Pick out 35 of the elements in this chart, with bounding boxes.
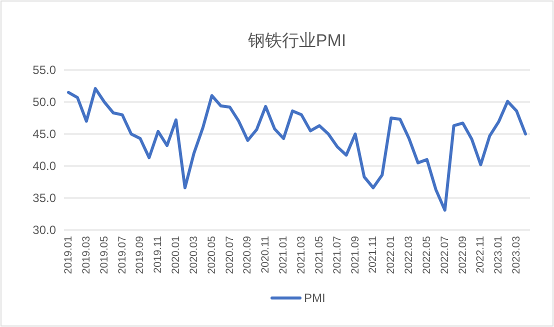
- x-tick-label: 2020.09: [242, 236, 254, 274]
- x-tick-label: 2022.11: [474, 236, 487, 274]
- x-tick-label: 2020.05: [206, 236, 218, 274]
- y-tick-label: 55.0: [32, 63, 56, 77]
- x-tick-label: 2022.03: [403, 236, 416, 274]
- x-tick-label: 2020.01: [170, 236, 182, 274]
- x-tick-label: 2022.05: [420, 236, 433, 274]
- x-tick-label: 2021.01: [278, 236, 290, 274]
- legend-label: PMI: [304, 291, 326, 305]
- x-tick-label: 2023.01: [492, 236, 505, 274]
- x-tick-label: 2023.03: [510, 236, 523, 274]
- x-tick-label: 2021.05: [313, 236, 326, 274]
- x-tick-label: 2022.01: [385, 236, 398, 274]
- x-tick-label: 2021.07: [331, 236, 344, 274]
- x-tick-label: 2021.11: [367, 236, 380, 274]
- y-tick-label: 50.0: [32, 95, 56, 109]
- y-tick-label: 40.0: [32, 159, 56, 173]
- x-tick-label: 2020.07: [224, 236, 236, 274]
- x-tick-label: 2019.11: [152, 236, 164, 274]
- chart-title: 钢铁行业PMI: [246, 31, 346, 50]
- x-tick-label: 2019.07: [116, 236, 128, 274]
- y-tick-label: 35.0: [32, 191, 56, 205]
- line-series: [66, 87, 528, 212]
- x-tick-label: 2019.01: [62, 236, 74, 274]
- x-tick-label: 2019.09: [134, 236, 146, 274]
- x-tick-label: 2020.11: [260, 236, 272, 274]
- x-tick-label: 2022.07: [438, 236, 451, 274]
- y-tick-label: 30.0: [32, 223, 56, 237]
- y-tick-label: 45.0: [32, 127, 56, 141]
- x-tick-label: 2019.03: [80, 236, 92, 274]
- x-tick-label: 2021.03: [295, 236, 308, 274]
- x-tick-label: 2022.09: [456, 236, 469, 274]
- x-tick-label: 2021.09: [349, 236, 362, 274]
- x-tick-label: 2020.03: [188, 236, 200, 274]
- x-tick-label: 2019.05: [98, 236, 110, 274]
